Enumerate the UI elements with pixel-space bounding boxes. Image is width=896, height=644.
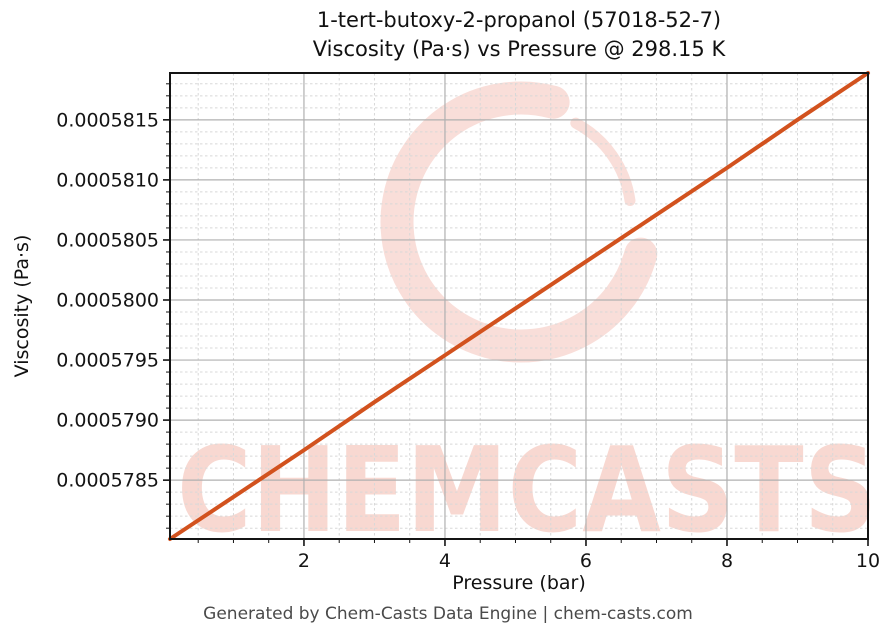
chart-title: 1-tert-butoxy-2-propanol (57018-52-7) Vi… (170, 6, 868, 64)
y-tick-label: 0.0005815 (56, 109, 159, 131)
y-tick-label: 0.0005805 (56, 229, 159, 251)
y-tick-label: 0.0005810 (56, 169, 159, 191)
x-tick-label: 10 (856, 550, 880, 572)
footer-credit: Generated by Chem-Casts Data Engine | ch… (203, 604, 693, 624)
x-tick-label: 8 (721, 550, 733, 572)
watermark-ring-flick (570, 117, 636, 207)
x-axis-label: Pressure (bar) (452, 572, 586, 594)
x-tick-label: 4 (439, 550, 451, 572)
viscosity-line (168, 71, 870, 541)
y-tick-label: 0.0005795 (56, 350, 159, 372)
watermark-ring (380, 81, 658, 363)
x-tick-label: 2 (298, 550, 310, 572)
y-tick-label: 0.0005785 (56, 470, 159, 492)
plot-border (169, 72, 869, 540)
y-axis-label: Viscosity (Pa·s) (11, 234, 33, 378)
x-tick-label: 6 (580, 550, 592, 572)
chart-title-line2: Viscosity (Pa·s) vs Pressure @ 298.15 K (312, 37, 726, 61)
y-tick-label: 0.0005800 (56, 289, 159, 311)
y-tick-label: 0.0005790 (56, 410, 159, 432)
chart-title-line1: 1-tert-butoxy-2-propanol (57018-52-7) (316, 8, 722, 32)
